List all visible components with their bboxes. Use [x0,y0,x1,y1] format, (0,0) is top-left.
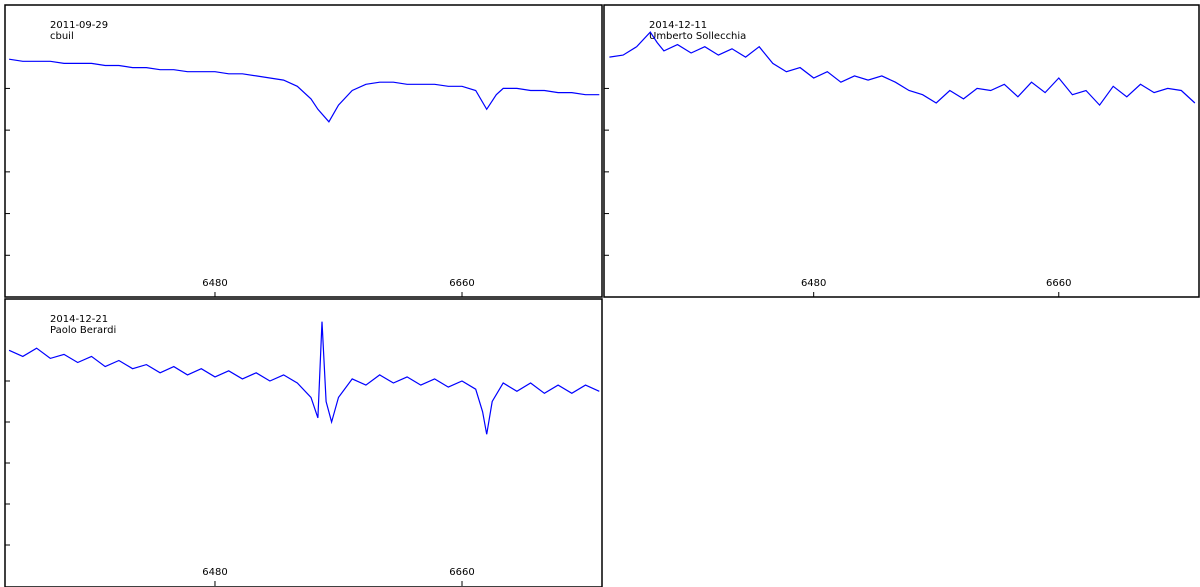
spectrum-line [609,31,1196,107]
empty-panel [604,299,1199,586]
x-tick-label: 6480 [202,567,227,578]
annotation: 2011-09-29 [50,20,108,31]
x-tick-label: 6480 [801,278,826,289]
x-tick-label: 6480 [202,278,227,289]
annotation: 2014-12-21 [50,314,108,325]
x-tick-label: 6660 [449,567,474,578]
annotation: 2014-12-11 [649,20,707,31]
x-tick-label: 6660 [1046,278,1071,289]
spectrum-line [9,58,600,123]
spectrum-line [8,321,600,435]
annotation: Paolo Berardi [50,325,116,336]
annotation: Umberto Sollecchia [649,31,746,42]
panel-frame [4,298,603,587]
annotation: cbuil [50,31,74,42]
panel-frame [4,4,603,298]
x-tick-label: 6660 [449,278,474,289]
panel-frame [603,4,1200,298]
